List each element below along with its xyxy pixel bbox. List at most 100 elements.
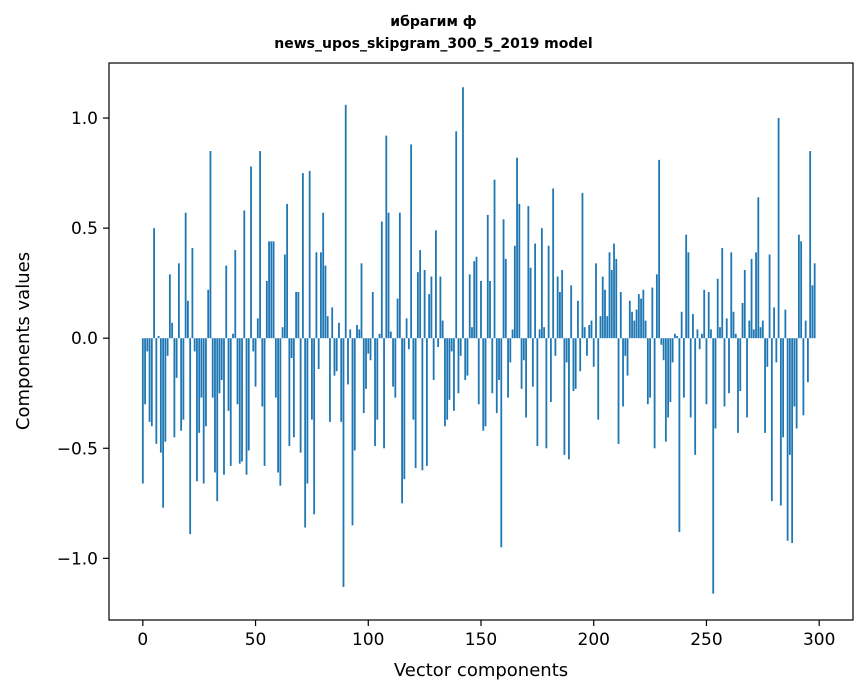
bar [707,291,710,339]
bar [710,329,712,339]
bar [522,338,525,361]
bar [392,338,394,387]
bar [304,338,307,528]
bar [283,254,286,339]
bar [360,263,363,339]
bar [786,338,789,541]
bar [568,338,570,460]
bar [396,298,399,339]
bar [256,318,259,339]
bar [191,247,194,339]
bar [692,313,694,339]
bar [768,254,771,339]
x-tick-label: 100 [352,630,384,650]
bar [342,338,345,587]
bar [507,338,509,398]
bar [450,338,453,352]
bar [351,338,354,526]
y-ticks-group: −1.0 −0.5 0.0 0.5 1.0 [57,109,109,569]
bar [543,327,546,339]
bar [773,307,775,339]
bar [777,118,780,339]
bar [732,311,735,339]
bar [297,291,300,339]
bar [509,338,512,363]
bar [209,151,212,339]
bar [356,324,358,339]
bar [534,243,537,339]
bar [247,338,250,451]
bar [750,258,753,339]
bar [683,338,685,398]
bar [387,212,390,339]
bar [646,338,649,405]
bar [484,338,487,427]
bar [180,338,183,431]
bar [795,338,798,429]
y-axis-label: Components values [13,252,34,430]
bar [184,212,187,339]
bar [637,294,640,339]
bar [198,338,201,433]
bar [714,338,717,429]
bar [579,338,582,372]
bar [236,338,239,405]
bar [807,338,809,383]
bar [619,291,622,339]
bar [211,338,214,398]
bar [766,338,769,367]
bar [626,338,629,376]
bar [504,258,507,339]
bar [590,320,593,339]
bar [599,316,602,339]
x-tick-label: 150 [465,630,497,650]
bar [365,338,367,389]
bar [462,87,464,339]
bar [187,300,189,339]
bar [583,327,586,339]
bar [788,338,791,455]
bar [292,338,295,438]
bar [511,329,514,339]
bar [595,263,597,339]
bar [457,338,460,394]
bar [425,338,428,466]
bar [502,219,505,339]
bar [241,338,243,462]
bar [329,338,331,422]
bar [640,298,642,339]
bars-group [141,87,816,594]
bar [252,338,255,352]
bar [770,338,773,502]
y-tick-label: 0.5 [71,219,98,239]
bar [234,250,237,339]
bar [592,338,595,367]
bar [791,338,794,543]
bar [748,320,751,339]
bar [261,338,264,407]
bar [207,289,210,339]
bar [586,338,588,356]
bar [561,269,564,339]
bar [153,228,155,339]
bar [407,338,410,350]
bar [565,338,568,363]
bar [804,320,807,339]
bar [545,338,548,449]
bar [606,316,609,339]
bar [694,338,697,455]
bar [428,294,431,339]
bar [277,338,279,473]
bar [383,338,385,449]
bar [493,179,496,339]
bar [299,338,302,453]
bar [782,338,785,438]
bar [698,338,701,350]
bar [610,269,613,339]
bar [644,320,647,339]
bar [473,261,476,339]
y-tick-label: −0.5 [57,439,98,459]
bar [214,338,216,473]
